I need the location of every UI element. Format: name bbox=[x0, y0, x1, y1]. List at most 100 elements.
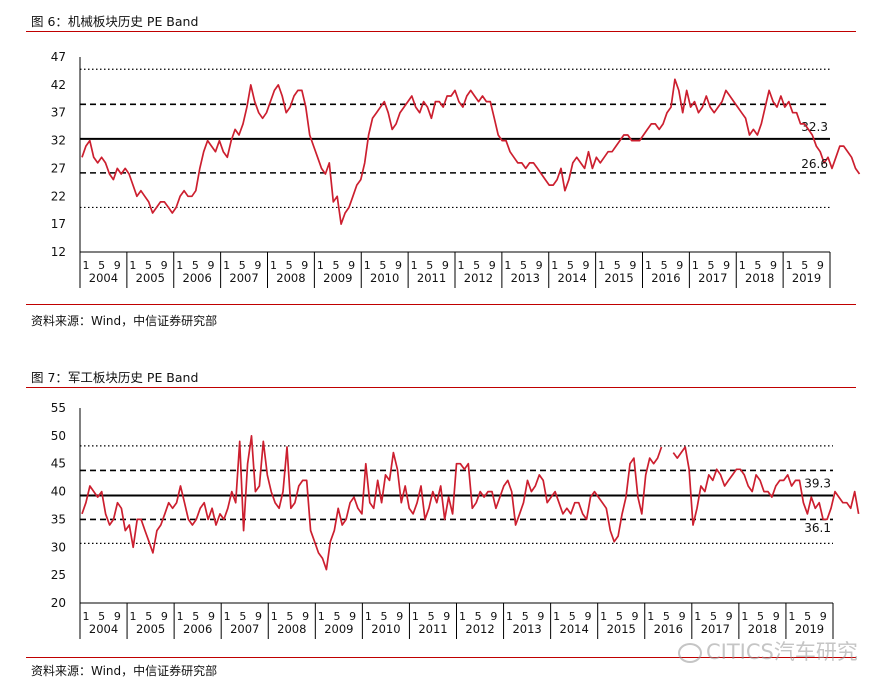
year-label: 2017 bbox=[698, 271, 727, 285]
month-tick-label: 1 bbox=[224, 610, 231, 623]
month-tick-label: 5 bbox=[192, 610, 199, 623]
month-tick-label: 5 bbox=[473, 259, 480, 272]
figure-6-title: 图 6：机械板块历史 PE Band bbox=[31, 14, 199, 29]
y-tick-label: 40 bbox=[51, 485, 66, 499]
year-label: 2019 bbox=[795, 622, 824, 636]
y-tick-label: 55 bbox=[51, 401, 66, 415]
month-tick-label: 5 bbox=[757, 610, 764, 623]
year-label: 2018 bbox=[745, 271, 774, 285]
figure-7-bottom-rule bbox=[26, 657, 856, 658]
month-tick-label: 1 bbox=[130, 610, 137, 623]
month-tick-label: 1 bbox=[271, 610, 278, 623]
month-tick-label: 5 bbox=[98, 259, 105, 272]
month-tick-label: 5 bbox=[567, 259, 574, 272]
month-tick-label: 1 bbox=[647, 610, 654, 623]
year-label: 2016 bbox=[654, 622, 683, 636]
figure-7-top-rule bbox=[26, 387, 856, 388]
y-tick-label: 50 bbox=[51, 429, 66, 443]
month-tick-label: 9 bbox=[254, 259, 261, 272]
month-tick-label: 1 bbox=[223, 259, 230, 272]
month-tick-label: 9 bbox=[114, 259, 121, 272]
month-tick-label: 5 bbox=[661, 259, 668, 272]
pe-series-line bbox=[81, 435, 663, 571]
month-tick-label: 5 bbox=[569, 610, 576, 623]
y-tick-label: 42 bbox=[51, 78, 66, 92]
wechat-icon bbox=[678, 643, 702, 663]
year-label: 2014 bbox=[560, 622, 589, 636]
year-label: 2015 bbox=[604, 271, 633, 285]
month-tick-label: 1 bbox=[177, 610, 184, 623]
month-tick-label: 5 bbox=[145, 610, 152, 623]
month-tick-label: 9 bbox=[395, 259, 402, 272]
year-label: 2017 bbox=[701, 622, 730, 636]
month-tick-label: 5 bbox=[522, 610, 529, 623]
y-tick-label: 45 bbox=[51, 457, 66, 471]
month-tick-label: 1 bbox=[600, 610, 607, 623]
month-tick-label: 9 bbox=[490, 610, 497, 623]
month-tick-label: 1 bbox=[788, 610, 795, 623]
month-tick-label: 1 bbox=[411, 259, 418, 272]
month-tick-label: 1 bbox=[318, 610, 325, 623]
month-tick-label: 9 bbox=[161, 610, 168, 623]
month-tick-label: 9 bbox=[582, 259, 589, 272]
y-tick-label: 47 bbox=[51, 50, 66, 64]
month-tick-label: 5 bbox=[754, 259, 761, 272]
month-tick-label: 5 bbox=[520, 259, 527, 272]
y-tick-label: 35 bbox=[51, 512, 66, 526]
year-label: 2018 bbox=[748, 622, 777, 636]
year-label: 2006 bbox=[183, 622, 212, 636]
month-tick-label: 5 bbox=[475, 610, 482, 623]
month-tick-label: 1 bbox=[551, 259, 558, 272]
year-label: 2014 bbox=[558, 271, 587, 285]
month-tick-label: 1 bbox=[82, 610, 89, 623]
figure-6-top-rule bbox=[26, 31, 856, 32]
month-tick-label: 5 bbox=[710, 610, 717, 623]
month-tick-label: 5 bbox=[286, 610, 293, 623]
month-tick-label: 9 bbox=[348, 259, 355, 272]
year-label: 2011 bbox=[418, 622, 447, 636]
month-tick-label: 5 bbox=[98, 610, 105, 623]
y-tick-label: 22 bbox=[51, 189, 66, 203]
month-tick-label: 5 bbox=[145, 259, 152, 272]
month-tick-label: 1 bbox=[364, 259, 371, 272]
month-tick-label: 9 bbox=[537, 610, 544, 623]
month-tick-label: 5 bbox=[428, 610, 435, 623]
watermark-text: CITICS汽车研究 bbox=[706, 640, 858, 664]
month-tick-label: 1 bbox=[457, 259, 464, 272]
month-tick-label: 9 bbox=[676, 259, 683, 272]
month-tick-label: 1 bbox=[176, 259, 183, 272]
y-tick-label: 25 bbox=[51, 568, 66, 582]
month-tick-label: 1 bbox=[270, 259, 277, 272]
month-tick-label: 5 bbox=[332, 259, 339, 272]
month-tick-label: 1 bbox=[82, 259, 89, 272]
year-label: 2008 bbox=[276, 271, 305, 285]
month-tick-label: 9 bbox=[817, 259, 824, 272]
month-tick-label: 9 bbox=[632, 610, 639, 623]
month-tick-label: 5 bbox=[801, 259, 808, 272]
month-tick-label: 9 bbox=[301, 259, 308, 272]
year-label: 2007 bbox=[229, 271, 258, 285]
year-label: 2019 bbox=[792, 271, 821, 285]
month-tick-label: 5 bbox=[192, 259, 199, 272]
figure-7-title: 图 7：军工板块历史 PE Band bbox=[31, 370, 199, 385]
month-tick-label: 9 bbox=[536, 259, 543, 272]
year-label: 2010 bbox=[370, 271, 399, 285]
month-tick-label: 5 bbox=[426, 259, 433, 272]
month-tick-label: 1 bbox=[504, 259, 511, 272]
year-label: 2009 bbox=[324, 622, 353, 636]
month-tick-label: 9 bbox=[396, 610, 403, 623]
month-tick-label: 5 bbox=[663, 610, 670, 623]
month-tick-label: 9 bbox=[161, 259, 168, 272]
month-tick-label: 9 bbox=[770, 259, 777, 272]
year-label: 2004 bbox=[89, 622, 118, 636]
y-tick-label: 17 bbox=[51, 217, 66, 231]
figure-6-bottom-rule bbox=[26, 304, 856, 305]
month-tick-label: 9 bbox=[679, 610, 686, 623]
month-tick-label: 1 bbox=[129, 259, 136, 272]
y-tick-label: 37 bbox=[51, 106, 66, 120]
month-tick-label: 9 bbox=[629, 259, 636, 272]
mean-value-label: 39.3 bbox=[804, 476, 831, 490]
year-label: 2009 bbox=[323, 271, 352, 285]
